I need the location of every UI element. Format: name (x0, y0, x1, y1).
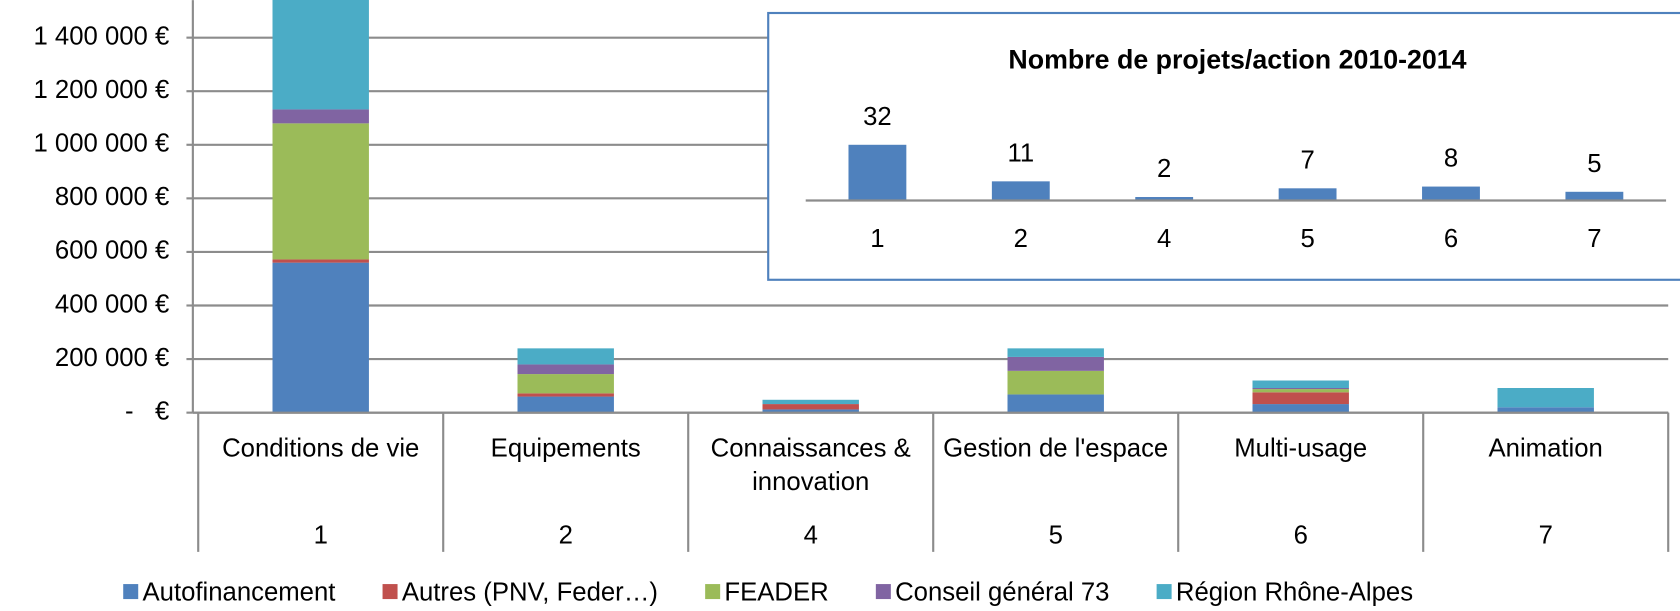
x-category: Equipements (490, 434, 641, 463)
x-code-label: 5 (1049, 522, 1063, 550)
bar-segment (1007, 356, 1104, 371)
inset-x-label: 6 (1444, 225, 1458, 253)
x-tick-label: Multi-usage (1234, 434, 1368, 463)
y-tick-label: 1 400 000 € (33, 22, 169, 50)
bar-segment (272, 123, 369, 260)
inset-x-label: 7 (1587, 225, 1601, 253)
inset-value-label: 7 (1300, 146, 1314, 174)
x-tick-label: Conditions de vie (222, 434, 420, 463)
bar-segment (517, 348, 614, 365)
legend-swatch (382, 584, 398, 600)
bar-segment (517, 393, 614, 397)
inset-value-label: 2 (1157, 155, 1171, 183)
x-code-label: 6 (1294, 522, 1308, 550)
inset-bar (991, 181, 1050, 201)
inset-value-label: 32 (863, 103, 892, 131)
legend-label: Autofinancement (143, 579, 336, 607)
bar-segment (1007, 370, 1104, 395)
bar-segment (1007, 394, 1104, 413)
legend-label: Conseil général 73 (895, 579, 1109, 607)
bar-segment (1252, 388, 1349, 390)
x-category: Connaissances & innovation (710, 434, 911, 497)
legend-swatch (875, 584, 891, 600)
x-tick-label: Animation (1488, 434, 1603, 463)
x-category: Conditions de vie (222, 434, 420, 463)
inset-value-label: 8 (1444, 145, 1458, 173)
inset-bar (1565, 191, 1624, 201)
legend-swatch (123, 584, 139, 600)
bar-segment (1497, 388, 1594, 408)
y-tick-label: 200 000 € (55, 344, 169, 372)
inset-bar (1135, 197, 1194, 201)
x-code-label: 1 (314, 522, 328, 550)
bar-segment (762, 404, 859, 410)
inset-value-label: 11 (1007, 139, 1034, 167)
x-code-label: 7 (1539, 522, 1553, 550)
x-category: Multi-usage (1234, 434, 1368, 463)
bar-segment (1252, 380, 1349, 388)
bar-segment (1497, 407, 1594, 413)
x-category: Animation (1488, 434, 1603, 463)
bar-segment (1007, 348, 1104, 357)
y-tick-label: 600 000 € (55, 237, 169, 265)
legend-swatch (705, 584, 721, 600)
y-tick-label: - € (125, 397, 169, 425)
inset-x-label: 1 (870, 225, 884, 253)
inset-bar (1422, 186, 1480, 201)
inset-x-label: 4 (1157, 225, 1171, 253)
inset-x-label: 5 (1300, 225, 1314, 253)
bar-segment (272, 109, 369, 124)
x-code-label: 2 (559, 522, 573, 550)
bar-segment (272, 0, 369, 110)
x-code-label: 4 (804, 522, 818, 550)
bar-segment (517, 374, 614, 394)
bar-segment (1252, 389, 1349, 393)
inset-title: Nombre de projets/action 2010-2014 (1008, 44, 1466, 74)
inset-frame (767, 11, 1680, 281)
bar-segment (1252, 404, 1349, 413)
legend-swatch (1156, 584, 1172, 600)
legend-label: FEADER (724, 579, 828, 607)
bar-segment (272, 262, 369, 413)
bar-segment (517, 364, 614, 375)
legend-label: Région Rhône-Alpes (1176, 579, 1413, 607)
inset-bar (848, 144, 907, 201)
legend-label: Autres (PNV, Feder…) (402, 579, 658, 607)
bar-segment (762, 409, 859, 413)
bar-segment (272, 259, 369, 263)
x-tick-label: Gestion de l'espace (943, 434, 1169, 463)
bar-segment (762, 399, 859, 405)
x-category: Gestion de l'espace (943, 434, 1169, 463)
bar-segment (517, 396, 614, 413)
y-tick-label: 1 200 000 € (33, 76, 169, 104)
y-tick-label: 1 000 000 € (33, 130, 169, 158)
inset-bar (1278, 188, 1337, 201)
inset-x-label: 2 (1014, 225, 1028, 253)
x-tick-label: Equipements (490, 434, 641, 463)
bar-segment (1252, 392, 1349, 405)
y-tick-label: 400 000 € (55, 290, 169, 318)
x-tick-label: Connaissances & innovation (710, 434, 911, 497)
inset-value-label: 5 (1587, 150, 1601, 178)
y-tick-label: 800 000 € (55, 183, 169, 211)
